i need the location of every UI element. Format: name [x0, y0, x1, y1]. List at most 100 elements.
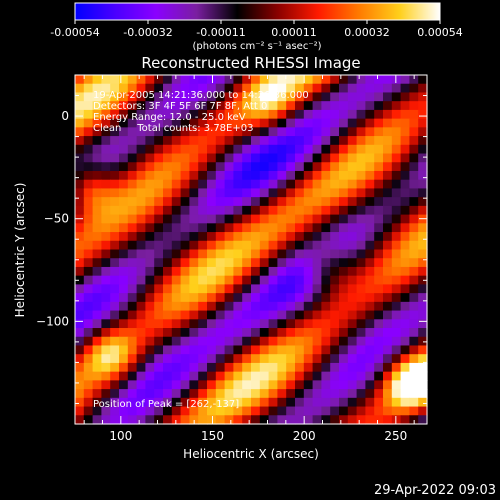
heatmap-cell — [127, 188, 138, 198]
heatmap-cell — [321, 162, 331, 172]
heatmap-cell — [215, 109, 226, 120]
heatmap-cell — [259, 118, 270, 128]
heatmap-cell — [268, 336, 278, 347]
heatmap-cell — [215, 223, 226, 233]
info-line: 19-Apr-2005 14:21:36.000 to 14:26:36.000 — [93, 90, 309, 101]
heatmap-cell — [75, 284, 85, 294]
heatmap-cell — [347, 170, 358, 181]
heatmap-cell — [259, 406, 270, 416]
heatmap-cell — [75, 301, 85, 312]
heatmap-cell — [295, 127, 305, 137]
heatmap-cell — [145, 240, 155, 251]
heatmap-cell — [215, 336, 226, 347]
heatmap-cell — [136, 249, 146, 259]
heatmap-cell — [303, 214, 314, 224]
heatmap-cell — [339, 188, 349, 198]
heatmap-cell — [330, 284, 340, 294]
heatmap-cell — [374, 310, 384, 320]
heatmap-cell — [207, 75, 217, 85]
heatmap-cell — [383, 136, 393, 146]
heatmap-cell — [295, 345, 305, 355]
heatmap-cell — [374, 266, 384, 277]
heatmap-cell — [242, 188, 252, 198]
heatmap-cell — [110, 109, 120, 120]
heatmap-cell — [119, 371, 129, 381]
heatmap-cell — [136, 293, 146, 303]
heatmap-cell — [171, 258, 182, 268]
heatmap-cell — [268, 258, 278, 268]
heatmap-cell — [277, 92, 287, 102]
heatmap-cell — [365, 92, 375, 102]
heatmap-cell — [391, 179, 402, 190]
heatmap-cell — [215, 345, 226, 355]
heatmap-cell — [180, 284, 190, 294]
heatmap-cell — [163, 249, 173, 259]
heatmap-cell — [207, 179, 217, 190]
heatmap-cell — [189, 266, 199, 277]
heatmap-cell — [251, 371, 261, 381]
heatmap-cell — [119, 249, 129, 259]
heatmap-cell — [391, 371, 402, 381]
heatmap-cell — [268, 328, 278, 338]
heatmap-cell — [374, 397, 384, 408]
heatmap-cell — [277, 214, 287, 224]
heatmap-cell — [418, 214, 428, 224]
heatmap-cell — [207, 328, 217, 338]
heatmap-cell — [136, 136, 146, 146]
heatmap-cell — [365, 345, 375, 355]
colorbar-tick-label: -0.00032 — [123, 26, 172, 39]
heatmap-cell — [330, 153, 340, 163]
heatmap-cell — [207, 109, 217, 120]
heatmap-cell — [75, 214, 85, 224]
heatmap-cell — [383, 415, 393, 425]
heatmap-cell — [233, 101, 243, 111]
heatmap-cell — [233, 232, 243, 242]
heatmap-cell — [207, 223, 217, 233]
heatmap-cell — [259, 205, 270, 216]
heatmap-cell — [259, 345, 270, 355]
heatmap-cell — [224, 406, 234, 416]
heatmap-cell — [365, 328, 375, 338]
heatmap-cell — [418, 266, 428, 277]
heatmap-cell — [215, 284, 226, 294]
heatmap-cell — [119, 205, 129, 216]
heatmap-cell — [303, 188, 314, 198]
heatmap-cell — [356, 223, 366, 233]
heatmap-cell — [215, 371, 226, 381]
heatmap-cell — [268, 249, 278, 259]
heatmap-cell — [242, 362, 252, 373]
heatmap-cell — [127, 310, 138, 320]
heatmap-cell — [383, 380, 393, 390]
heatmap-cell — [321, 249, 331, 259]
heatmap-cell — [383, 397, 393, 408]
heatmap-cell — [189, 118, 199, 128]
heatmap-cell — [295, 371, 305, 381]
heatmap-cell — [383, 188, 393, 198]
heatmap-cell — [207, 293, 217, 303]
heatmap-cell — [215, 162, 226, 172]
heatmap-cell — [119, 397, 129, 408]
heatmap-cell — [418, 188, 428, 198]
heatmap-cell — [356, 92, 366, 102]
heatmap-cell — [215, 179, 226, 190]
heatmap-cell — [365, 362, 375, 373]
heatmap-cell — [110, 162, 120, 172]
heatmap-cell — [83, 284, 94, 294]
heatmap-cell — [215, 301, 226, 312]
heatmap-cell — [180, 118, 190, 128]
heatmap-cell — [242, 170, 252, 181]
heatmap-cell — [215, 92, 226, 102]
heatmap-cell — [400, 319, 410, 329]
heatmap-cell — [321, 328, 331, 338]
heatmap-cell — [75, 362, 85, 373]
heatmap-cell — [119, 354, 129, 364]
heatmap-cell — [215, 83, 226, 94]
heatmap-cell — [242, 232, 252, 242]
heatmap-cell — [127, 170, 138, 181]
heatmap-cell — [224, 249, 234, 259]
heatmap-cell — [312, 205, 322, 216]
heatmap-cell — [365, 232, 375, 242]
heatmap-cell — [198, 162, 208, 172]
heatmap-cell — [391, 310, 402, 320]
heatmap-cell — [391, 153, 402, 163]
